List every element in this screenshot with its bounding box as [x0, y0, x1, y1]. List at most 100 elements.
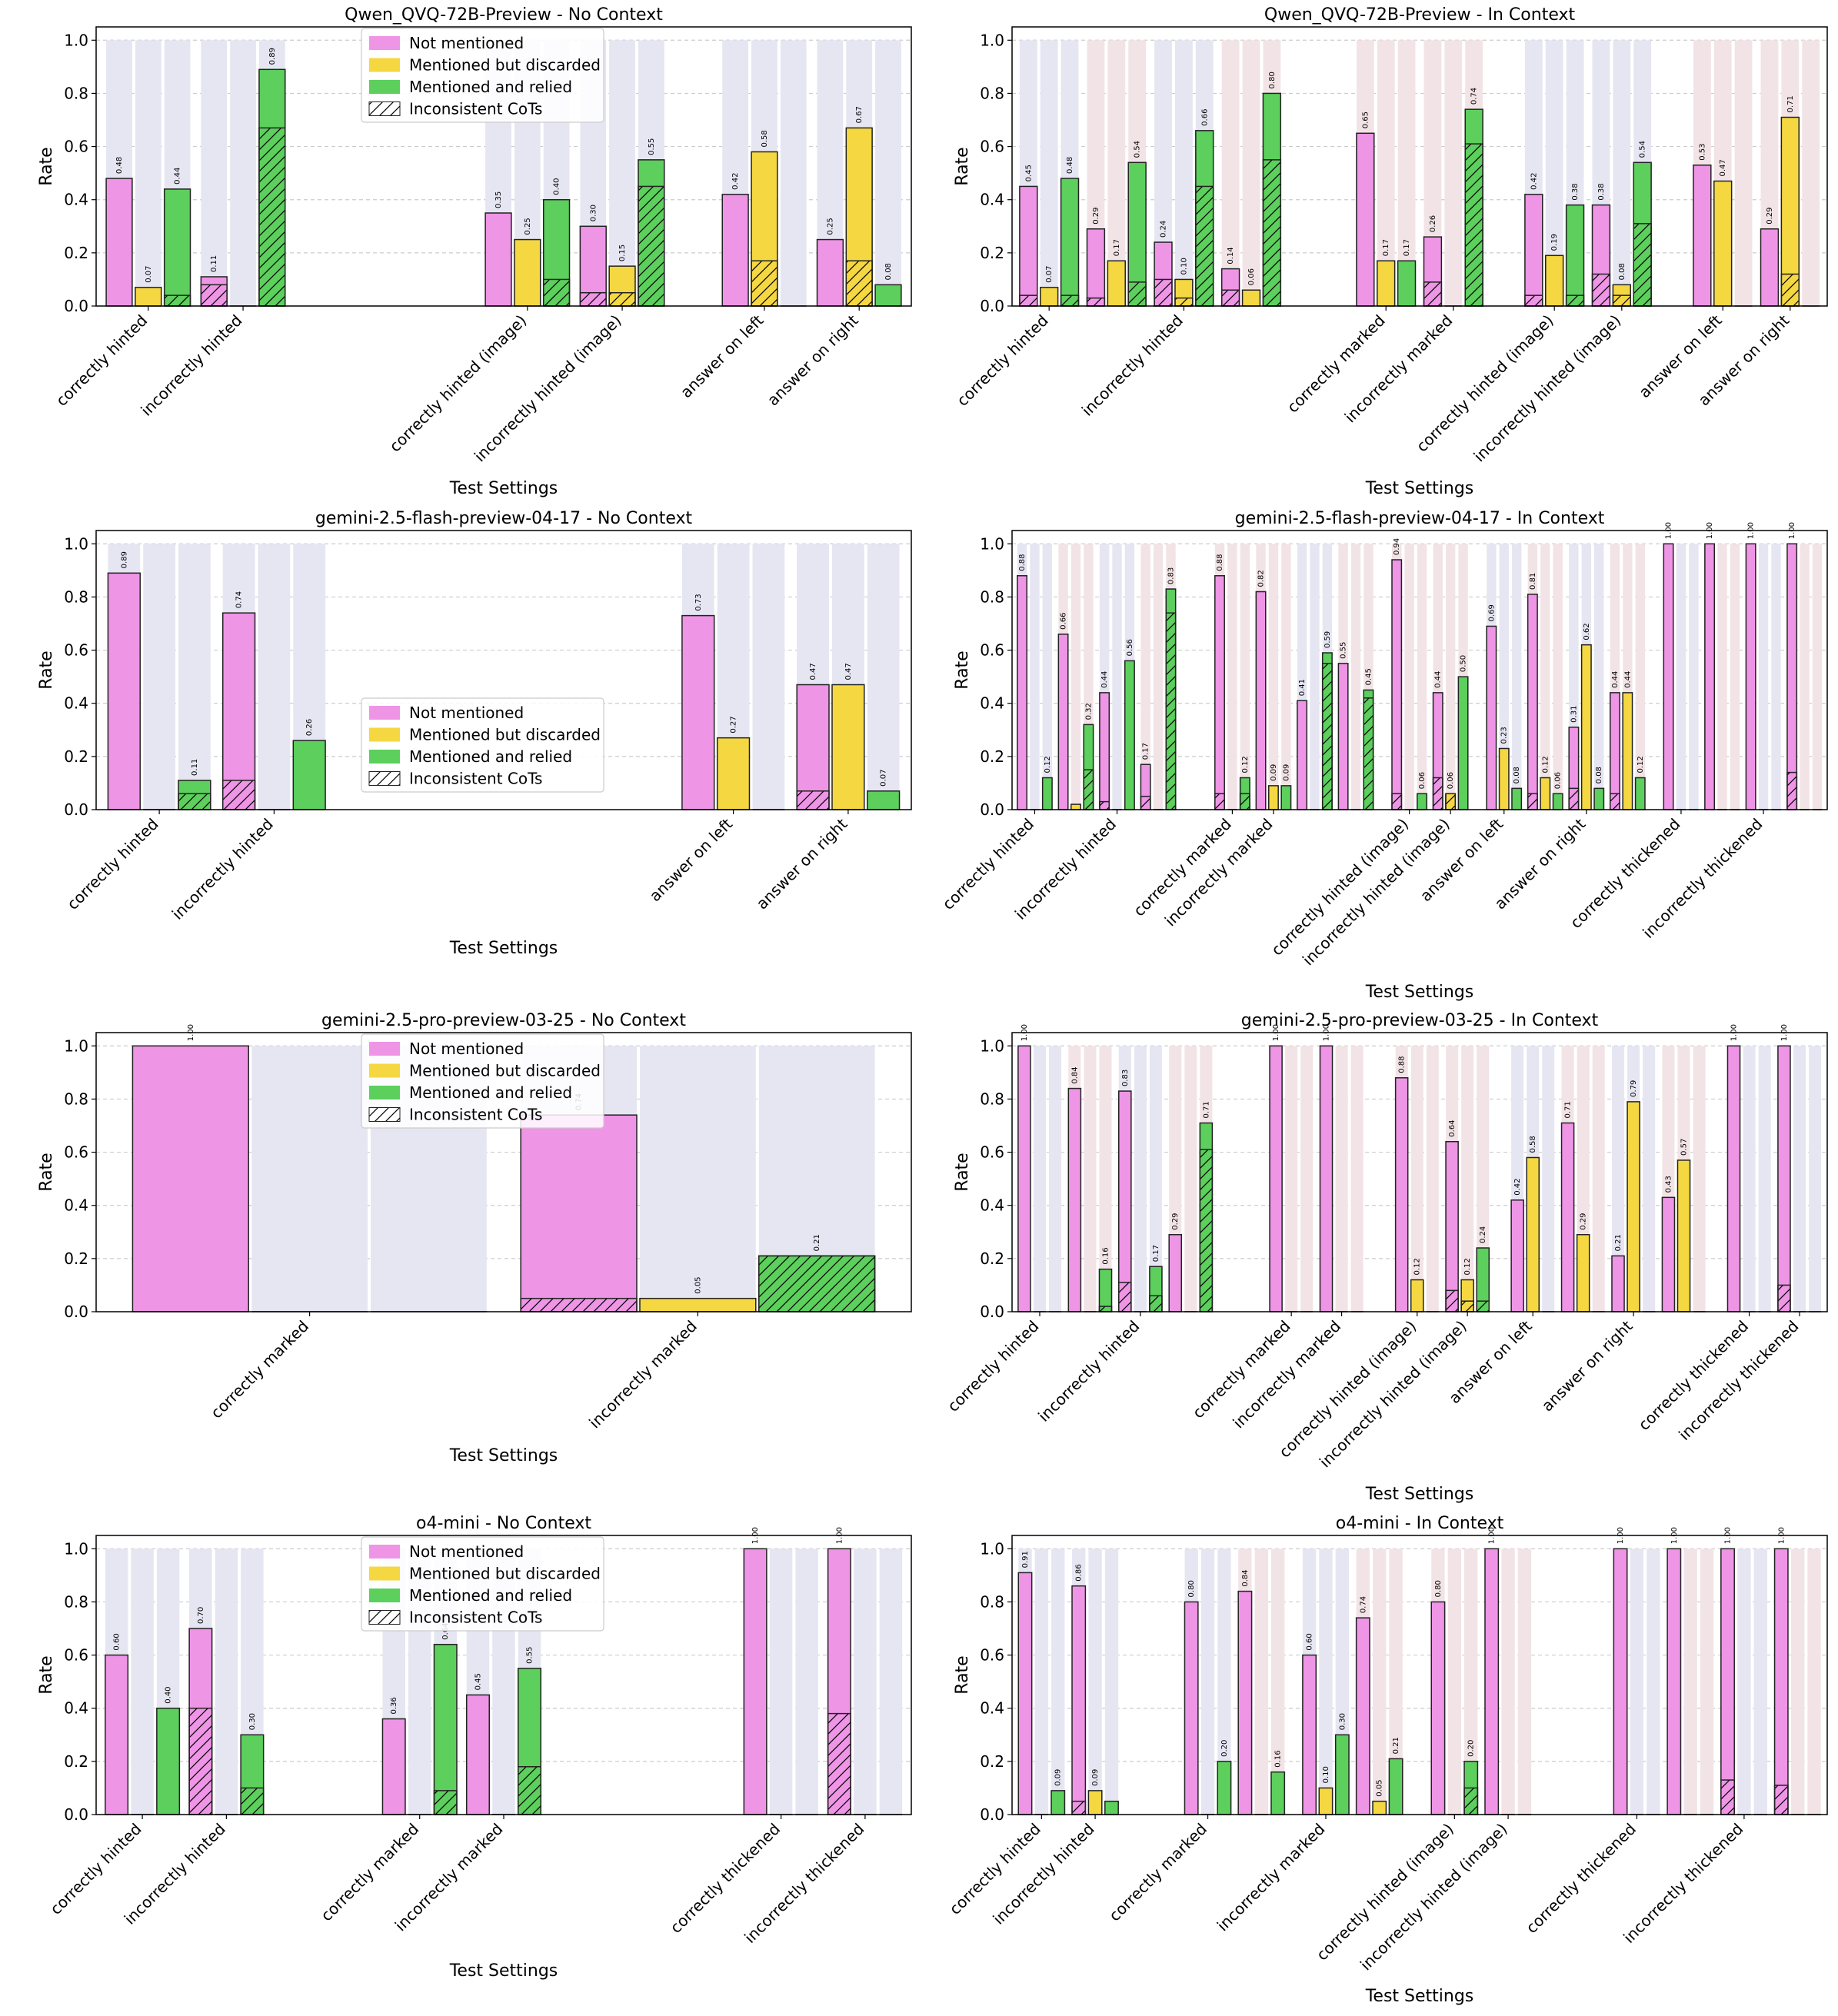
bar-relied	[1124, 660, 1135, 810]
background-column	[1737, 1549, 1751, 1815]
bar-inconsistent-overlay	[1391, 793, 1403, 810]
bar-not-mentioned	[1297, 700, 1308, 810]
bar-not-mentioned	[1773, 1548, 1789, 1815]
value-label: 0.12	[1463, 1258, 1472, 1275]
value-label: 0.19	[1550, 234, 1559, 251]
background-column	[1445, 544, 1456, 810]
bar-inconsistent-overlay	[1476, 1300, 1490, 1312]
y-tick-label: 0.8	[980, 587, 1004, 606]
x-axis-label: Test Settings	[1365, 1987, 1474, 2006]
y-tick-label: 0.6	[64, 641, 88, 660]
value-label: 0.47	[844, 663, 853, 680]
background-column	[1477, 1046, 1490, 1312]
bar-relied	[1457, 676, 1469, 810]
bar-inconsistent-overlay	[608, 291, 636, 307]
value-label: 0.12	[1541, 756, 1550, 773]
y-tick-label: 0.2	[980, 244, 1004, 262]
value-label: 0.47	[1719, 159, 1727, 176]
background-column	[1221, 40, 1240, 307]
x-tick-label: correctly hinted	[944, 1317, 1042, 1416]
value-label: 0.71	[1202, 1101, 1210, 1118]
category-group: 0.43 0.57	[1661, 1046, 1706, 1312]
bar-not-mentioned	[107, 572, 141, 810]
value-label: 0.57	[1680, 1139, 1689, 1156]
bar-inconsistent-overlay	[579, 291, 607, 307]
value-label: 0.43	[1664, 1176, 1673, 1193]
bar-discarded	[1107, 260, 1126, 307]
y-tick-label: 0.0	[980, 297, 1004, 315]
background-column	[1049, 1046, 1062, 1312]
background-column	[854, 1549, 877, 1815]
y-tick-label: 1.0	[64, 31, 88, 49]
background-column	[1447, 1549, 1462, 1815]
bar-discarded	[135, 287, 162, 307]
bar-not-mentioned	[1430, 1601, 1446, 1815]
legend: Not mentioned Mentioned but discarded Ment…	[361, 28, 604, 123]
bar-not-mentioned	[105, 1654, 129, 1815]
x-tick-label: incorrectly thickened	[1620, 1820, 1746, 1947]
chart-panel-7: 0.91 0.09 correctly hinted 0.86 0.09 incorrec…	[946, 1514, 1828, 2006]
bar-relied	[1417, 793, 1427, 810]
value-label: 0.23	[1500, 727, 1509, 744]
bar-relied	[1388, 1758, 1403, 1815]
bar-not-mentioned	[1391, 559, 1403, 810]
bar-inconsistent-overlay	[1098, 1306, 1113, 1312]
bar-relied	[1104, 1800, 1119, 1815]
background-column	[639, 1046, 756, 1312]
x-axis-label: Test Settings	[449, 479, 558, 498]
bar-inconsistent-overlay	[1773, 1785, 1789, 1815]
y-tick-label: 0.6	[980, 641, 1004, 660]
bar-not-mentioned	[1726, 1045, 1741, 1312]
bar-discarded	[1622, 692, 1633, 810]
bar-not-mentioned	[721, 194, 749, 307]
legend-swatch-not_mentioned	[369, 1042, 400, 1056]
bar-not-mentioned	[1017, 1572, 1033, 1815]
value-label: 0.38	[1571, 183, 1580, 200]
background-column	[1174, 40, 1193, 307]
bar-not-mentioned	[1760, 228, 1780, 307]
x-tick-label: answer on left	[677, 311, 767, 401]
background-column	[1112, 544, 1122, 810]
value-label: 0.48	[115, 157, 124, 174]
value-label: 0.17	[1403, 239, 1411, 256]
bar-not-mentioned	[1661, 1196, 1676, 1312]
value-label: 0.48	[1066, 157, 1074, 174]
bar-inconsistent-overlay	[1165, 612, 1177, 810]
bar-inconsistent-overlay	[1524, 294, 1543, 307]
background-column	[1310, 544, 1320, 810]
bar-inconsistent-overlay	[1199, 1149, 1214, 1312]
background-column	[780, 40, 807, 307]
y-tick-label: 0.2	[64, 244, 88, 262]
bar-inconsistent-overlay	[827, 1712, 851, 1815]
plot-frame	[1011, 1535, 1828, 1815]
background-column	[1200, 1549, 1215, 1815]
legend-label: Not mentioned	[409, 34, 524, 52]
background-column	[1088, 1549, 1102, 1815]
value-label: 0.84	[1071, 1066, 1079, 1083]
bar-not-mentioned	[132, 1045, 249, 1312]
x-axis-label: Test Settings	[1365, 1485, 1474, 1504]
bar-inconsistent-overlay	[1445, 1289, 1459, 1312]
bar-inconsistent-overlay	[1463, 1787, 1479, 1815]
value-label: 0.29	[1171, 1213, 1180, 1229]
y-tick-label: 0.6	[980, 1143, 1004, 1162]
value-label: 0.60	[1306, 1633, 1314, 1650]
x-tick-label: incorrectly marked	[585, 1317, 701, 1432]
bar-discarded	[1241, 289, 1261, 307]
value-label: 0.16	[1101, 1247, 1110, 1264]
background-column	[1753, 1549, 1767, 1815]
legend-label: Mentioned and relied	[409, 747, 572, 766]
y-tick-label: 0.4	[64, 694, 88, 713]
bar-not-mentioned	[1527, 594, 1538, 810]
value-label: 0.21	[813, 1234, 821, 1251]
legend-label: Mentioned but discarded	[409, 56, 601, 75]
bar-inconsistent-overlay	[1786, 771, 1798, 810]
legend-label: Not mentioned	[409, 1542, 524, 1561]
value-label: 0.74	[1359, 1596, 1367, 1613]
background-column	[1149, 1046, 1162, 1312]
bar-not-mentioned	[1269, 1045, 1283, 1312]
bar-inconsistent-overlay	[163, 294, 191, 307]
value-label: 0.81	[1529, 573, 1537, 590]
bar-inconsistent-overlay	[1262, 159, 1282, 307]
